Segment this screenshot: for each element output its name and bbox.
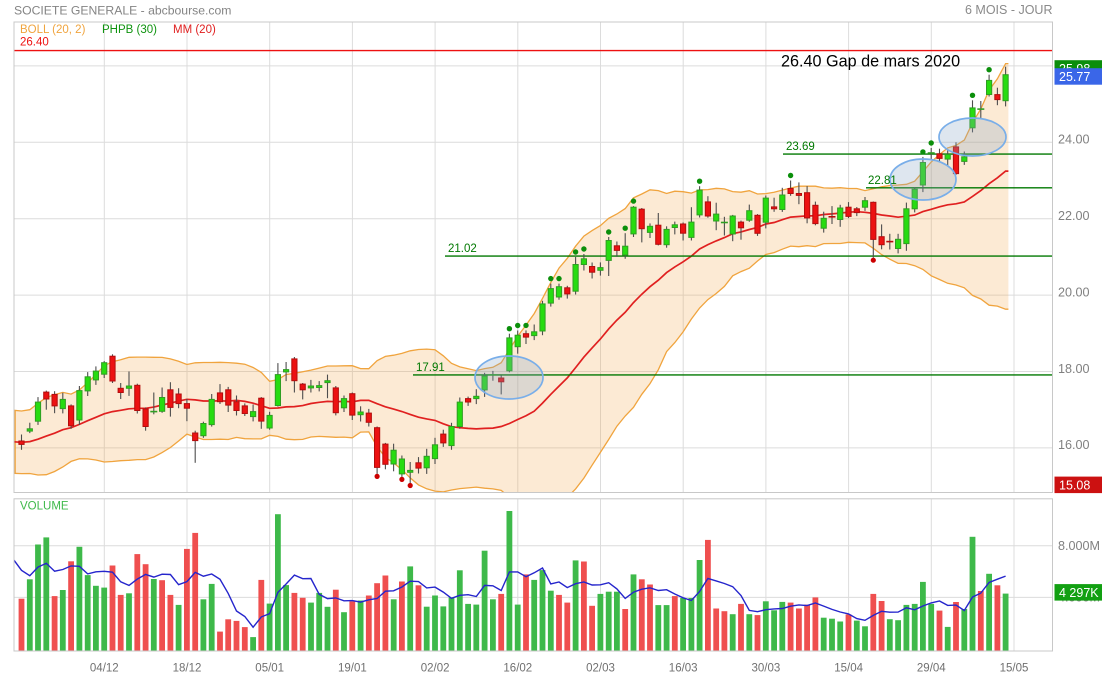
svg-text:17.91: 17.91 <box>416 362 445 374</box>
svg-text:18/12: 18/12 <box>173 663 202 675</box>
svg-text:29/04: 29/04 <box>917 663 946 675</box>
svg-text:15/05: 15/05 <box>1000 663 1029 675</box>
svg-text:16/03: 16/03 <box>669 663 698 675</box>
svg-text:23.69: 23.69 <box>786 141 815 153</box>
svg-text:04/12: 04/12 <box>90 663 119 675</box>
svg-text:4 297K: 4 297K <box>1059 586 1099 600</box>
svg-text:MM (20): MM (20) <box>173 24 216 36</box>
svg-text:15.08: 15.08 <box>1059 479 1090 493</box>
svg-text:21.02: 21.02 <box>448 243 477 255</box>
svg-text:PHPB (30): PHPB (30) <box>102 24 157 36</box>
svg-text:22.81: 22.81 <box>868 175 897 187</box>
svg-text:8.000M: 8.000M <box>1058 539 1100 553</box>
svg-text:05/01: 05/01 <box>255 663 284 675</box>
svg-text:16/02: 16/02 <box>503 663 532 675</box>
svg-text:BOLL (20, 2): BOLL (20, 2) <box>20 24 86 36</box>
svg-text:SOCIETE GENERALE - abcbourse.c: SOCIETE GENERALE - abcbourse.com <box>14 4 231 18</box>
svg-text:25.77: 25.77 <box>1059 70 1090 84</box>
svg-text:15/04: 15/04 <box>834 663 863 675</box>
svg-text:19/01: 19/01 <box>338 663 367 675</box>
svg-text:02/03: 02/03 <box>586 663 615 675</box>
svg-text:16.00: 16.00 <box>1058 438 1090 452</box>
svg-text:20.00: 20.00 <box>1058 285 1090 299</box>
svg-text:02/02: 02/02 <box>421 663 450 675</box>
svg-text:6 MOIS - JOUR: 6 MOIS - JOUR <box>965 3 1053 17</box>
svg-text:18.00: 18.00 <box>1058 362 1090 376</box>
svg-text:VOLUME: VOLUME <box>20 501 69 513</box>
svg-text:26.40 Gap de mars 2020: 26.40 Gap de mars 2020 <box>781 53 960 71</box>
svg-text:30/03: 30/03 <box>752 663 781 675</box>
svg-text:22.00: 22.00 <box>1058 209 1090 223</box>
svg-text:26.40: 26.40 <box>20 37 49 49</box>
svg-text:24.00: 24.00 <box>1058 133 1090 147</box>
